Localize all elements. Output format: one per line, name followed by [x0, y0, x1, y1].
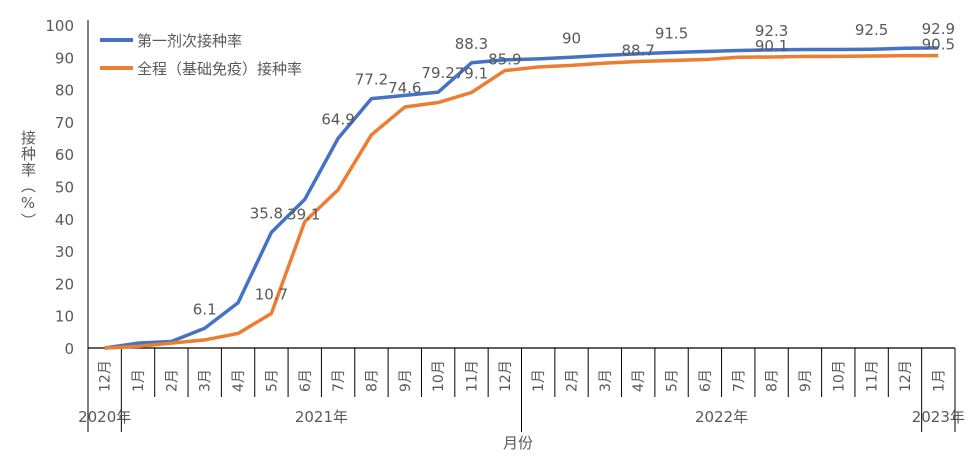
- x-tick-label: 5月: [665, 369, 681, 392]
- x-tick-label: 11月: [865, 360, 881, 392]
- year-label: 2021年: [295, 408, 348, 426]
- x-tick-label: 6月: [698, 369, 714, 392]
- y-tick-label: 0: [64, 340, 74, 358]
- y-tick-label: 80: [55, 82, 74, 100]
- x-tick-label: 11月: [464, 360, 480, 392]
- data-label: 92.5: [855, 21, 888, 39]
- legend-label: 第一剂次接种率: [137, 32, 242, 50]
- y-tick-label: 20: [55, 275, 74, 293]
- year-label: 2023年: [912, 408, 965, 426]
- data-label: 90.1: [755, 37, 788, 55]
- x-tick-label: 12月: [898, 360, 914, 392]
- data-label: 64.9: [321, 110, 354, 128]
- data-label: 79.2: [421, 64, 454, 82]
- data-label: 88.7: [622, 41, 655, 59]
- x-tick-label: 1月: [131, 369, 147, 392]
- data-label: 90.5: [922, 36, 955, 54]
- x-tick-label: 1月: [531, 369, 547, 392]
- y-tick-label: 60: [55, 146, 74, 164]
- x-tick-label: 7月: [731, 369, 747, 392]
- x-tick-label: 2月: [164, 369, 180, 392]
- y-axis-title: 接种率（%）: [19, 130, 37, 229]
- x-tick-label: 6月: [298, 369, 314, 392]
- data-label: 74.6: [388, 79, 421, 97]
- data-label: 77.2: [355, 71, 388, 89]
- data-label: 10.7: [255, 285, 288, 303]
- x-tick-label: 10月: [431, 360, 447, 392]
- year-label: 2020年: [78, 408, 131, 426]
- x-tick-label: 3月: [598, 369, 614, 392]
- x-tick-label: 8月: [765, 369, 781, 392]
- y-tick-label: 40: [55, 211, 74, 229]
- data-label: 90: [562, 29, 581, 47]
- y-tick-label: 10: [55, 308, 74, 326]
- year-label: 2022年: [695, 408, 748, 426]
- data-label: 92.9: [922, 20, 955, 38]
- x-tick-label: 3月: [198, 369, 214, 392]
- data-label: 91.5: [655, 24, 688, 42]
- x-tick-label: 5月: [264, 369, 280, 392]
- x-tick-label: 4月: [631, 369, 647, 392]
- y-tick-label: 70: [55, 114, 74, 132]
- series-line-1: [104, 46, 939, 350]
- data-label: 92.3: [755, 22, 788, 40]
- data-label: 6.1: [193, 300, 217, 318]
- series-line-2: [104, 53, 939, 350]
- x-tick-label: 4月: [231, 369, 247, 392]
- x-tick-label: 8月: [364, 369, 380, 392]
- x-tick-label: 1月: [931, 369, 947, 392]
- data-label: 79.1: [455, 65, 488, 83]
- y-tick-label: 30: [55, 243, 74, 261]
- x-tick-label: 7月: [331, 369, 347, 392]
- x-tick-label: 9月: [398, 369, 414, 392]
- data-label: 39.1: [287, 206, 320, 224]
- y-tick-label: 50: [55, 179, 74, 197]
- data-label: 85.9: [488, 51, 521, 69]
- x-tick-label: 10月: [831, 360, 847, 392]
- y-tick-label: 90: [55, 49, 74, 67]
- data-label: 35.8: [250, 204, 283, 222]
- x-tick-label: 12月: [498, 360, 514, 392]
- x-tick-label: 2月: [565, 369, 581, 392]
- legend-label: 全程（基础免疫）接种率: [137, 60, 302, 78]
- x-tick-label: 9月: [798, 369, 814, 392]
- y-tick-label: 100: [45, 17, 74, 35]
- x-tick-label: 12月: [98, 360, 114, 392]
- x-axis-title: 月份: [503, 434, 533, 452]
- data-label: 88.3: [455, 35, 488, 53]
